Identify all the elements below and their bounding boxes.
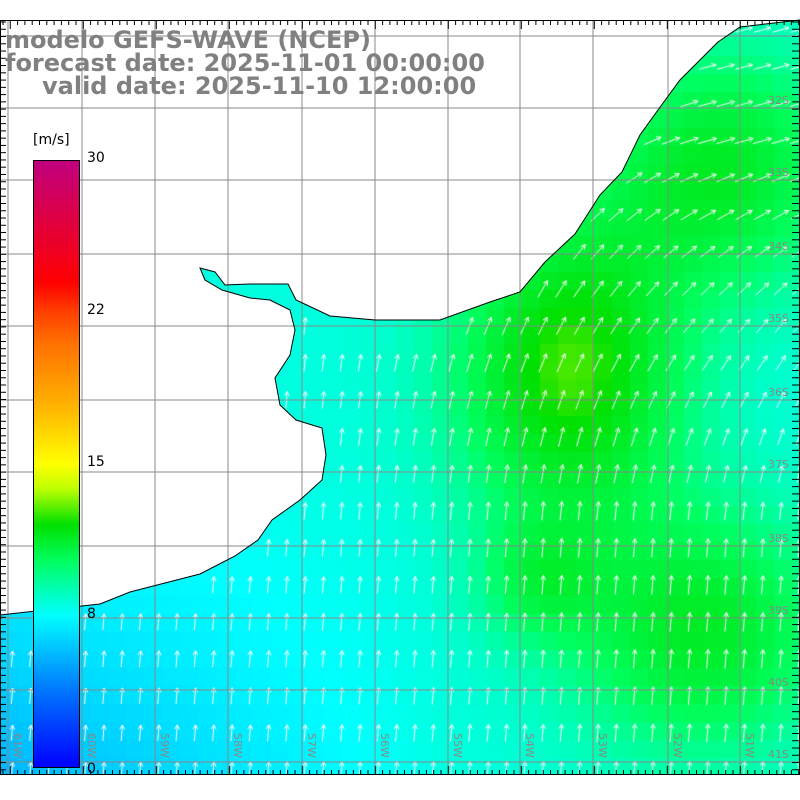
latitude-label: 39S <box>768 604 789 617</box>
latitude-label: 33S <box>768 166 789 179</box>
longitude-label: 51W <box>743 733 756 758</box>
longitude-label: 61W <box>11 733 24 758</box>
latitude-label: 40S <box>768 676 789 689</box>
latitude-label: 34S <box>768 240 789 253</box>
latitude-label: 35S <box>768 312 789 325</box>
wind-speed-field <box>0 20 800 775</box>
valid-date: valid date: 2025-11-10 12:00:00 <box>42 72 477 100</box>
longitude-label: 53W <box>596 733 609 758</box>
model-title: modelo GEFS-WAVE (NCEP) <box>5 26 371 54</box>
longitude-label: 58W <box>231 733 244 758</box>
lat-lon-grid <box>0 20 800 775</box>
latitude-label: 37S <box>768 458 789 471</box>
coastline <box>0 19 800 616</box>
forecast-date: forecast date: 2025-11-01 00:00:00 <box>5 49 485 77</box>
map-frame <box>0 20 800 775</box>
axis-ticks <box>0 20 800 775</box>
longitude-label: 57W <box>305 733 318 758</box>
latitude-label: 36S <box>768 386 789 399</box>
grid-labels: 61W 60W 59W 58W 57W 56W 55W 54W 53W 52W 51W 32S 33S 3… <box>11 94 789 761</box>
colorbar-tick: 8 <box>87 606 96 622</box>
latitude-label: 38S <box>768 532 789 545</box>
longitude-label: 52W <box>671 733 684 758</box>
colorbar <box>33 160 80 768</box>
longitude-label: 60W <box>85 733 98 758</box>
longitude-label: 54W <box>523 733 536 758</box>
longitude-label: 59W <box>158 733 171 758</box>
colorbar-tick: 30 <box>87 150 105 166</box>
longitude-label: 55W <box>451 733 464 758</box>
colorbar-tick: 22 <box>87 302 105 318</box>
colorbar-unit: [m/s] <box>33 132 70 148</box>
longitude-label: 56W <box>378 733 391 758</box>
colorbar-tick: 0 <box>87 761 96 777</box>
latitude-label: 41S <box>768 748 789 761</box>
latitude-label: 32S <box>768 94 789 107</box>
colorbar-tick: 15 <box>87 454 105 470</box>
